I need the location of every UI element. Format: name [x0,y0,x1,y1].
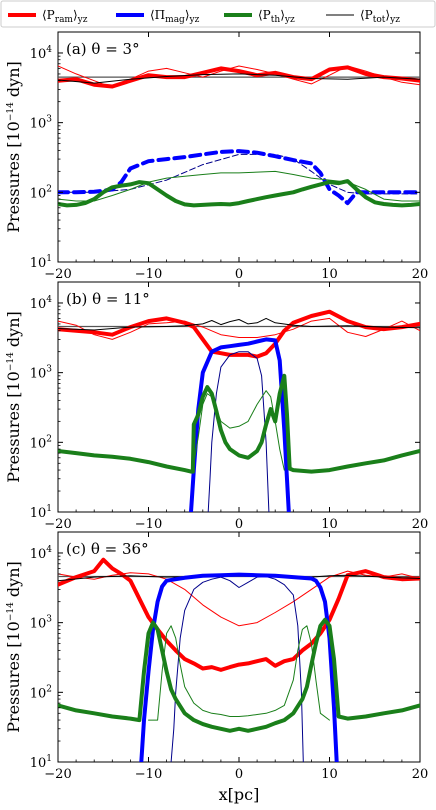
panel-c-series-5 [139,572,339,762]
panel-c-y-tick-label-3: 104 [30,545,53,562]
panel-b-ticks: −20 −10 0 10 20 101 102 103 104 [30,281,429,532]
panel-b-series-6 [193,390,285,471]
panel-a-x-tick-label-1: −10 [135,267,162,282]
panel-c-label: (c) θ = 36° [66,540,149,558]
panel-a-y-tick-label-3: 104 [30,45,53,62]
panel-a-x-tick-label-0: −20 [44,267,71,282]
panel-a-series [58,65,420,208]
panel-b-y-tick-label-0: 101 [30,504,52,521]
panel-a-y-tick-label-0: 101 [30,254,52,271]
panel-b-x-tick-label-3: 10 [321,517,338,532]
panel-a-series-7 [58,179,420,208]
panel-c-series-6 [148,625,330,721]
panel-c-x-tick-label-1: −10 [135,767,162,782]
panel-c-series-7 [58,617,420,733]
panel-b-x-tick-label-1: −10 [135,517,162,532]
panel-c-series-4 [170,576,304,762]
panel-c: −20 −10 0 10 20 101 102 103 104 (c) θ = 36° [30,531,429,782]
panel-c-x-tick-label-0: −20 [44,767,71,782]
panel-b-series [58,309,420,512]
panel-a-series-6 [58,170,420,202]
panel-b-x-tick-label-4: 20 [412,517,429,532]
y-axis-title-b: Pressures [10−14 dyn] [4,311,23,483]
panel-a: −20 −10 0 10 20 101 102 103 104 (a) θ = 3° [30,31,429,282]
legend-label-th: ⟨Pth⟩yz [258,8,295,25]
legend-label-ram: ⟨Pram⟩yz [42,8,88,25]
panel-c-series-1 [58,570,420,627]
panel-c-x-tick-label-2: 0 [235,767,243,782]
panel-b-label: (b) θ = 11° [66,290,150,308]
panel-b-y-tick-label-1: 102 [30,434,52,451]
y-axis-title-c: Pressures [10−14 dyn] [4,561,23,733]
panel-c-x-tick-label-4: 20 [412,767,429,782]
panel-b-frame [57,281,421,513]
legend-entry-ram: ⟨Pram⟩yz [8,8,88,25]
panel-a-series-2 [58,65,420,89]
panel-b-series-2 [58,309,420,359]
panel-c-y-tick-label-0: 101 [30,754,52,771]
panel-b-series-7 [58,373,420,474]
x-axis-title: x[pc] [219,785,260,804]
legend-box [0,0,436,28]
legend: ⟨Pram⟩yz ⟨Πmag⟩yz ⟨Pth⟩yz ⟨Ptot⟩yz [0,0,436,28]
panel-b-y-tick-label-3: 104 [30,295,53,312]
panel-a-y-tick-label-1: 102 [30,184,52,201]
panel-b-series-1 [58,317,420,340]
y-axis-title-a: Pressures [10−14 dyn] [4,61,23,233]
panel-c-y-tick-label-2: 103 [30,615,53,632]
panel-b-y-tick-label-2: 103 [30,365,53,382]
panel-c-y-tick-label-1: 102 [30,684,52,701]
legend-entry-th: ⟨Pth⟩yz [224,8,295,25]
panel-a-y-tick-label-2: 103 [30,115,53,132]
panel-c-series [58,557,420,762]
panel-a-x-tick-label-3: 10 [321,267,338,282]
legend-label-tot: ⟨Ptot⟩yz [360,8,400,25]
legend-label-mag: ⟨Πmag⟩yz [150,8,200,25]
panel-a-label: (a) θ = 3° [66,40,140,58]
panel-a-ticks: −20 −10 0 10 20 101 102 103 104 [30,31,429,282]
panel-c-x-tick-label-3: 10 [321,767,338,782]
panel-a-x-tick-label-2: 0 [235,267,243,282]
panel-b-x-tick-label-2: 0 [235,517,243,532]
panel-c-ticks: −20 −10 0 10 20 101 102 103 104 [30,531,429,782]
panel-a-x-tick-label-4: 20 [412,267,429,282]
panel-b-series-5 [189,337,291,512]
panel-b: −20 −10 0 10 20 101 102 103 104 (b) θ = 11° [30,281,429,532]
panel-b-x-tick-label-0: −20 [44,517,71,532]
panel-b-series-3 [58,317,420,331]
legend-entry-mag: ⟨Πmag⟩yz [116,8,200,25]
panel-b-series-4 [207,351,270,512]
panel-a-series-3 [58,73,420,84]
legend-entry-tot: ⟨Ptot⟩yz [326,8,400,25]
panel-c-series-2 [58,557,420,672]
